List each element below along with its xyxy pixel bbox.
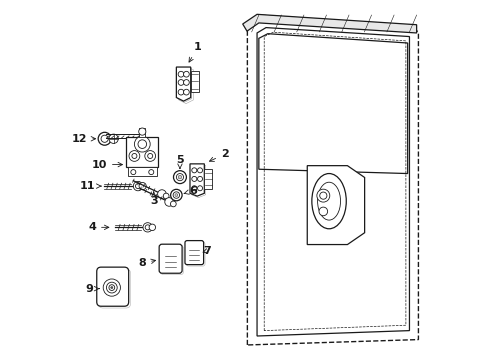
Circle shape (139, 183, 146, 190)
Circle shape (163, 193, 169, 199)
Polygon shape (242, 14, 416, 33)
FancyBboxPatch shape (159, 244, 182, 273)
Circle shape (135, 184, 140, 189)
Bar (128, 167, 157, 176)
Circle shape (191, 168, 196, 173)
Text: 10: 10 (91, 159, 122, 170)
Ellipse shape (317, 182, 340, 220)
Text: 4: 4 (88, 222, 109, 232)
Circle shape (183, 80, 189, 85)
Circle shape (132, 153, 137, 158)
Circle shape (164, 198, 173, 206)
Text: 11: 11 (80, 181, 101, 191)
Circle shape (134, 136, 150, 152)
Circle shape (178, 175, 182, 179)
Circle shape (318, 207, 327, 216)
Circle shape (197, 186, 202, 191)
FancyBboxPatch shape (97, 267, 128, 306)
Circle shape (316, 189, 329, 202)
Polygon shape (176, 67, 190, 101)
Circle shape (183, 71, 189, 77)
Circle shape (319, 192, 326, 199)
Circle shape (178, 89, 183, 95)
Circle shape (142, 223, 152, 232)
Circle shape (138, 140, 146, 148)
Circle shape (129, 150, 140, 161)
Text: 9: 9 (85, 284, 99, 294)
Bar (204, 169, 212, 189)
Circle shape (148, 170, 153, 175)
Circle shape (144, 150, 155, 161)
Circle shape (139, 128, 145, 135)
Text: 7: 7 (203, 246, 210, 256)
Circle shape (176, 174, 183, 181)
Circle shape (197, 168, 202, 173)
Polygon shape (247, 15, 418, 345)
Circle shape (178, 80, 183, 85)
Circle shape (106, 282, 117, 293)
Circle shape (149, 224, 155, 230)
Circle shape (103, 279, 120, 296)
Circle shape (170, 189, 182, 201)
Bar (190, 71, 198, 92)
Text: 2: 2 (209, 149, 228, 161)
Text: 6: 6 (183, 186, 197, 196)
Polygon shape (190, 164, 204, 196)
Circle shape (191, 176, 196, 181)
Circle shape (170, 201, 176, 207)
Circle shape (147, 153, 152, 158)
Text: 1: 1 (189, 42, 202, 62)
Text: 5: 5 (176, 155, 183, 168)
Text: 3: 3 (150, 192, 157, 206)
Circle shape (145, 225, 150, 230)
Polygon shape (306, 166, 364, 244)
Circle shape (191, 186, 196, 191)
Circle shape (175, 194, 178, 197)
FancyBboxPatch shape (184, 240, 203, 265)
Bar (126, 137, 158, 167)
Circle shape (101, 135, 108, 142)
Text: 12: 12 (72, 134, 95, 144)
Circle shape (109, 285, 115, 291)
Circle shape (178, 71, 183, 77)
Circle shape (133, 181, 142, 191)
Bar (139, 128, 145, 137)
Circle shape (173, 171, 186, 184)
Circle shape (157, 190, 166, 198)
Circle shape (183, 89, 189, 95)
Circle shape (98, 132, 111, 145)
Circle shape (110, 287, 113, 289)
Ellipse shape (311, 174, 346, 229)
Circle shape (197, 176, 202, 181)
Text: 8: 8 (138, 258, 155, 268)
Circle shape (173, 192, 179, 198)
Circle shape (131, 170, 136, 175)
Circle shape (109, 134, 118, 143)
